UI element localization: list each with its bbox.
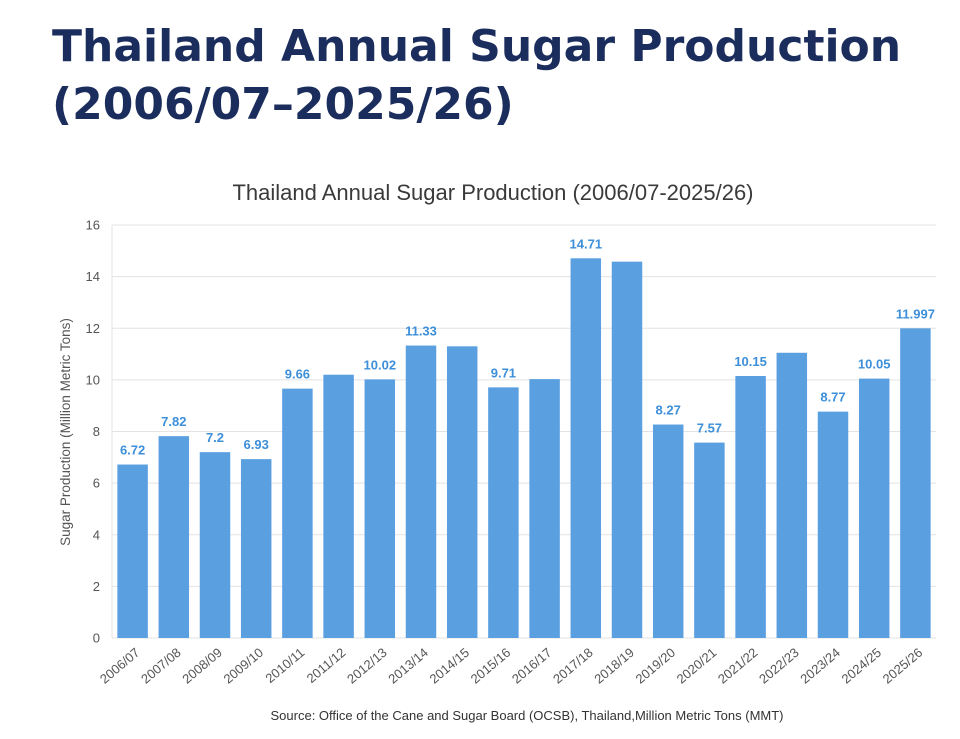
bar-2021-22 bbox=[735, 376, 766, 638]
bar-2018-19 bbox=[611, 261, 643, 638]
bar-2016-17 bbox=[529, 379, 560, 638]
x-tick-label: 2024/25 bbox=[838, 645, 884, 687]
bar-2010-11 bbox=[282, 388, 313, 638]
data-label: 7.2 bbox=[206, 430, 224, 445]
data-label: 6.72 bbox=[120, 443, 145, 458]
data-label: 9.71 bbox=[491, 365, 516, 380]
data-label: 8.77 bbox=[820, 390, 845, 405]
source-note: Source: Office of the Cane and Sugar Boa… bbox=[271, 708, 784, 723]
data-label: 10.15 bbox=[734, 354, 767, 369]
x-tick-label: 2020/21 bbox=[674, 645, 720, 687]
page-title-line-2: (2006/07–2025/26) bbox=[52, 79, 514, 130]
y-tick-label: 4 bbox=[93, 527, 100, 542]
bar-2020-21 bbox=[694, 442, 725, 638]
data-label: 10.05 bbox=[858, 357, 891, 372]
y-tick-label: 2 bbox=[93, 579, 100, 594]
bar-2014-15 bbox=[446, 346, 478, 638]
y-tick-label: 8 bbox=[93, 424, 100, 439]
page-title-line-1: Thailand Annual Sugar Production bbox=[52, 21, 902, 72]
chart-title: Thailand Annual Sugar Production (2006/0… bbox=[232, 180, 753, 205]
bar-2009-10 bbox=[240, 459, 272, 638]
x-axis-ticks: 2006/072007/082008/092009/102010/112011/… bbox=[97, 645, 925, 687]
x-tick-label: 2016/17 bbox=[509, 645, 555, 687]
data-label: 7.57 bbox=[697, 421, 722, 436]
y-tick-label: 10 bbox=[86, 372, 100, 387]
data-label: 7.82 bbox=[161, 414, 186, 429]
x-tick-label: 2023/24 bbox=[797, 645, 843, 687]
x-tick-label: 2006/07 bbox=[97, 645, 143, 687]
bar-2017-18 bbox=[570, 258, 602, 638]
x-tick-label: 2011/12 bbox=[304, 645, 349, 686]
bar-2011-12 bbox=[323, 374, 354, 638]
page-title: Thailand Annual Sugar Production (2006/0… bbox=[52, 18, 932, 134]
x-tick-label: 2022/23 bbox=[756, 645, 802, 687]
data-label: 11.33 bbox=[405, 324, 437, 339]
x-tick-label: 2015/16 bbox=[468, 645, 514, 687]
x-tick-label: 2017/18 bbox=[550, 645, 596, 687]
data-label: 9.66 bbox=[285, 367, 310, 382]
bar-2024-25 bbox=[858, 378, 890, 638]
y-tick-label: 14 bbox=[86, 269, 100, 284]
bar-2023-24 bbox=[817, 411, 849, 638]
x-tick-label: 2018/19 bbox=[591, 645, 637, 687]
x-tick-label: 2013/14 bbox=[385, 645, 431, 687]
x-tick-label: 2007/08 bbox=[138, 645, 184, 687]
bar-2007-08 bbox=[158, 436, 190, 638]
x-tick-label: 2010/11 bbox=[262, 645, 307, 686]
x-tick-label: 2009/10 bbox=[220, 645, 266, 687]
data-label: 14.71 bbox=[570, 236, 603, 251]
data-labels: 6.72 7.82 7.2 6.93 9.66 10.02 11.33 9.71 14.71 8.… bbox=[120, 236, 935, 457]
bar-2012-13 bbox=[364, 379, 396, 638]
bar-2006-07 bbox=[117, 464, 148, 638]
bar-2025-26 bbox=[900, 328, 931, 638]
x-tick-label: 2012/13 bbox=[344, 645, 390, 687]
x-tick-label: 2025/26 bbox=[880, 645, 926, 687]
data-label: 6.93 bbox=[244, 437, 269, 452]
x-tick-label: 2019/20 bbox=[632, 645, 678, 687]
grid-lines bbox=[111, 224, 936, 639]
bar-2015-16 bbox=[488, 387, 519, 638]
x-tick-label: 2014/15 bbox=[426, 645, 472, 687]
y-tick-label: 12 bbox=[86, 321, 100, 336]
y-axis-label: Sugar Production (Million Metric Tons) bbox=[58, 318, 73, 546]
y-tick-label: 0 bbox=[93, 631, 100, 646]
bar-2019-20 bbox=[652, 424, 684, 638]
y-tick-label: 16 bbox=[86, 218, 100, 233]
bar-2022-23 bbox=[776, 352, 808, 638]
x-tick-label: 2008/09 bbox=[179, 645, 225, 687]
data-label: 8.27 bbox=[656, 403, 681, 418]
y-axis-ticks: 0 2 4 6 8 10 12 14 16 bbox=[86, 218, 100, 646]
y-tick-label: 6 bbox=[93, 476, 100, 491]
bar-2013-14 bbox=[405, 345, 437, 638]
bars bbox=[117, 258, 931, 638]
data-label: 10.02 bbox=[364, 357, 397, 372]
data-label: 11.997 bbox=[896, 306, 935, 321]
bar-2008-09 bbox=[199, 452, 231, 638]
x-tick-label: 2021/22 bbox=[715, 645, 761, 687]
